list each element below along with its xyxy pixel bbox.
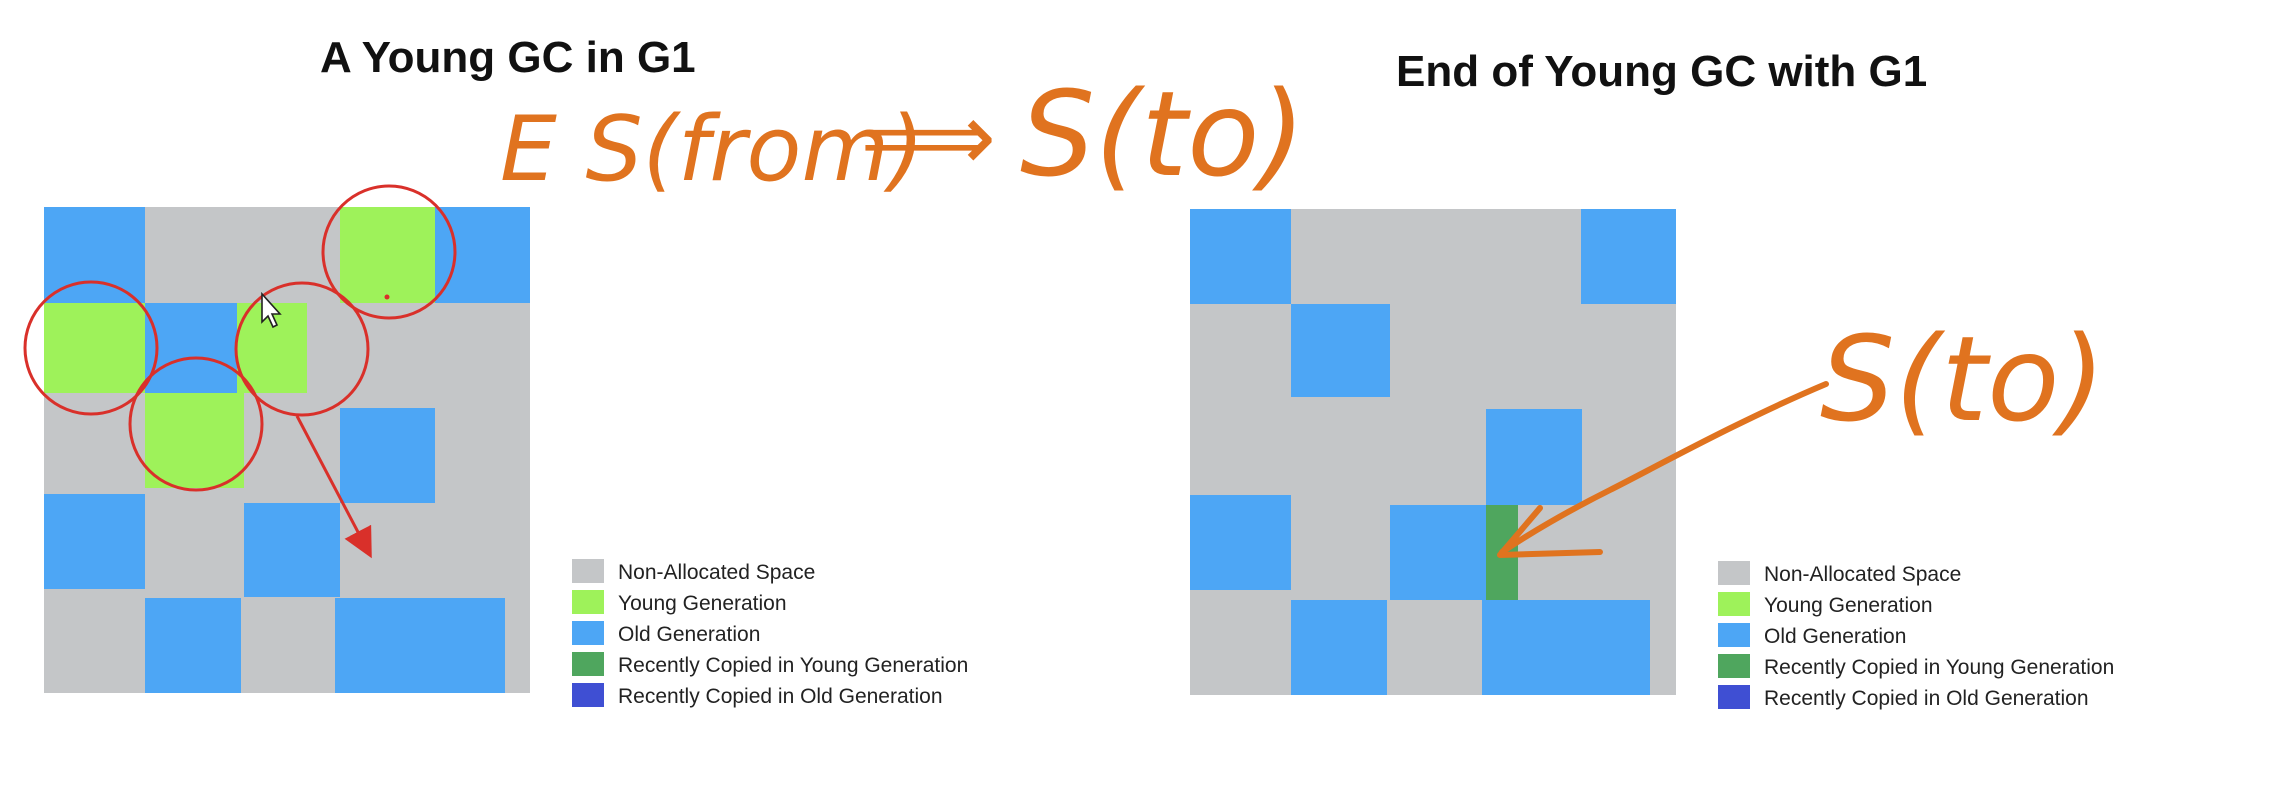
legend-label: Young Generation <box>618 592 787 615</box>
left-panel-title: A Young GC in G1 <box>320 33 696 82</box>
legend-swatch <box>1718 561 1750 585</box>
legend-label: Non-Allocated Space <box>618 561 815 584</box>
old-region <box>44 494 145 589</box>
left-old-generation-regions <box>44 207 530 693</box>
left-young-generation-regions <box>44 207 435 488</box>
right-panel: End of Young GC with G1 S(to) <box>1190 47 2105 695</box>
legend-label: Recently Copied in Old Generation <box>1764 687 2089 710</box>
young-region <box>145 393 244 488</box>
red-arrow <box>295 415 372 559</box>
old-region <box>335 598 505 693</box>
old-region <box>1291 600 1387 695</box>
old-region <box>1190 209 1291 304</box>
old-region <box>1482 600 1650 695</box>
right-legend: Non-Allocated Space Young Generation Old… <box>1718 561 2114 710</box>
old-region <box>435 207 530 303</box>
left-highlight-circles <box>23 184 457 492</box>
legend-label: Non-Allocated Space <box>1764 563 1961 586</box>
old-region <box>340 408 435 503</box>
legend-label: Old Generation <box>1764 625 1906 648</box>
old-region <box>244 503 340 597</box>
legend-swatch <box>1718 685 1750 709</box>
legend-swatch <box>572 683 604 707</box>
old-region <box>1581 209 1676 304</box>
mouse-cursor-icon <box>261 291 282 329</box>
right-annotation-target: S(to) <box>1820 310 2105 448</box>
old-region <box>1291 304 1390 397</box>
old-region <box>1486 409 1582 505</box>
highlight-circle <box>128 356 264 492</box>
old-region <box>1390 505 1486 600</box>
left-annotation-sources: E S(from) <box>500 97 924 202</box>
legend-swatch <box>1718 592 1750 616</box>
legend-swatch <box>572 559 604 583</box>
right-panel-title: End of Young GC with G1 <box>1396 47 1927 96</box>
left-legend: Non-Allocated Space Young Generation Old… <box>572 559 968 708</box>
young-region <box>340 207 435 303</box>
old-region <box>145 598 241 693</box>
old-region <box>1190 495 1291 590</box>
right-old-generation-regions <box>1190 209 1676 695</box>
legend-label: Recently Copied in Young Generation <box>618 654 968 677</box>
orange-arrow <box>1499 381 1829 555</box>
highlight-circle <box>321 184 457 320</box>
legend-swatch <box>1718 623 1750 647</box>
legend-label: Young Generation <box>1764 594 1933 617</box>
legend-swatch <box>572 652 604 676</box>
legend-label: Recently Copied in Old Generation <box>618 685 943 708</box>
left-annotation-target: S(to) <box>1020 65 1305 203</box>
left-panel: A Young GC in G1 <box>23 33 1305 693</box>
highlight-circle <box>23 280 159 416</box>
legend-label: Old Generation <box>618 623 760 646</box>
legend-swatch <box>572 621 604 645</box>
old-region <box>44 207 145 303</box>
legend-label: Recently Copied in Young Generation <box>1764 656 2114 679</box>
legend-swatch <box>572 590 604 614</box>
legend-swatch <box>1718 654 1750 678</box>
red-dot-marker <box>384 294 390 300</box>
orange-arrow-head <box>1497 505 1603 558</box>
highlight-circle <box>234 281 370 417</box>
young-region <box>44 303 145 393</box>
left-annotation-arrow: ⟹ <box>860 83 996 193</box>
old-region <box>145 303 237 393</box>
